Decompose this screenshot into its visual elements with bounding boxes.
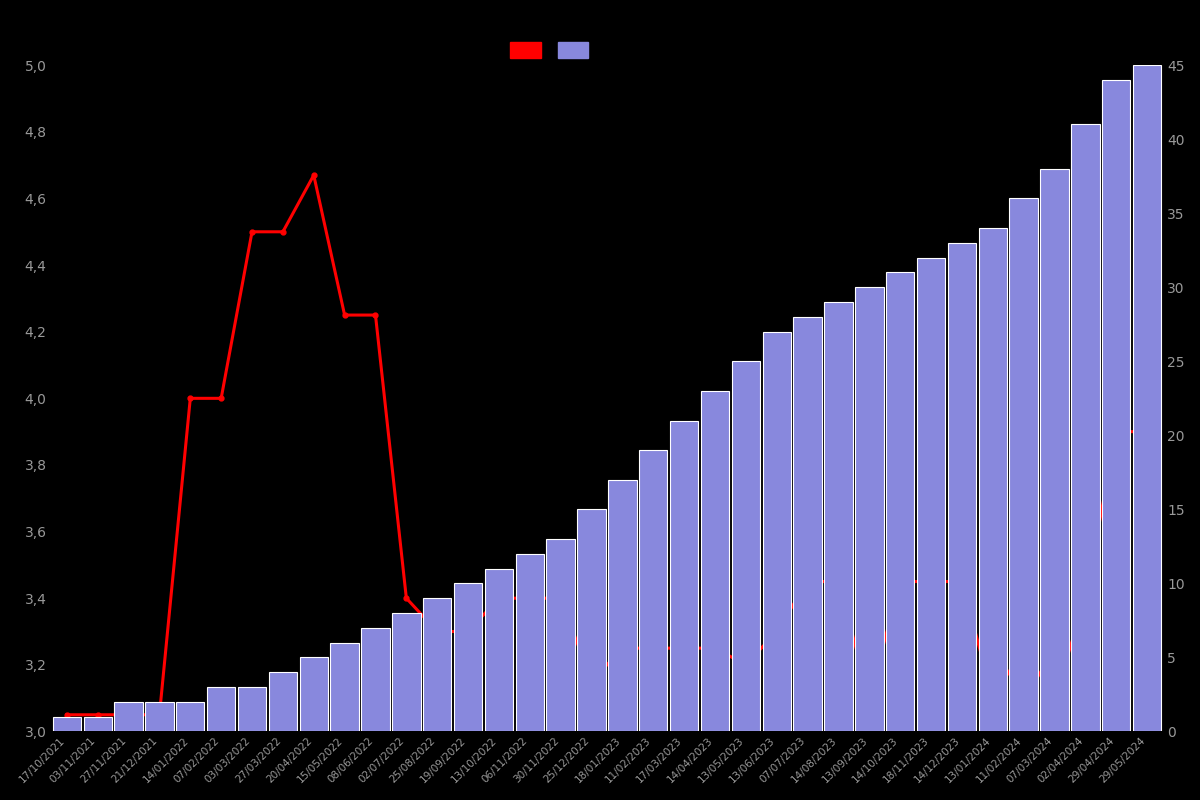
Bar: [84, 717, 112, 731]
Bar: [516, 554, 544, 731]
Bar: [53, 717, 82, 731]
Bar: [1009, 198, 1038, 731]
Bar: [546, 539, 575, 731]
Bar: [670, 421, 698, 731]
Bar: [300, 658, 328, 731]
Bar: [114, 702, 143, 731]
Bar: [917, 258, 946, 731]
Bar: [1040, 169, 1069, 731]
Bar: [824, 302, 853, 731]
Bar: [392, 613, 420, 731]
Bar: [454, 583, 482, 731]
Bar: [1133, 66, 1162, 731]
Bar: [485, 569, 514, 731]
Bar: [1072, 125, 1099, 731]
Bar: [732, 362, 760, 731]
Bar: [762, 332, 791, 731]
Bar: [948, 243, 976, 731]
Bar: [793, 317, 822, 731]
Bar: [886, 273, 914, 731]
Bar: [577, 510, 606, 731]
Bar: [145, 702, 174, 731]
Bar: [176, 702, 204, 731]
Bar: [238, 687, 266, 731]
Bar: [206, 687, 235, 731]
Bar: [1102, 80, 1130, 731]
Bar: [424, 598, 451, 731]
Bar: [330, 642, 359, 731]
Bar: [978, 228, 1007, 731]
Bar: [269, 672, 298, 731]
Bar: [640, 450, 667, 731]
Legend: , : ,: [504, 36, 599, 65]
Bar: [701, 391, 730, 731]
Bar: [856, 287, 883, 731]
Bar: [608, 480, 636, 731]
Bar: [361, 628, 390, 731]
